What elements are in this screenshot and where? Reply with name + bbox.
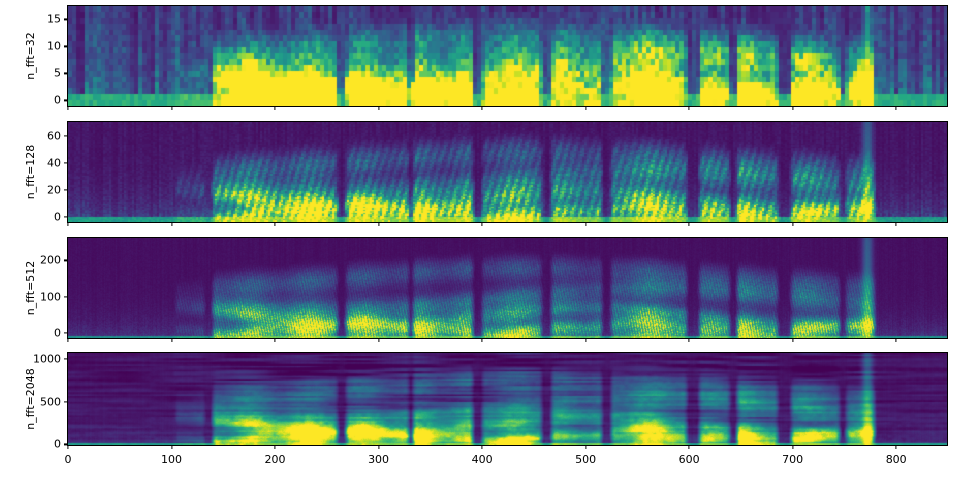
y-axis-label-nfft-128: n_fft=128 — [24, 144, 38, 200]
spectrogram-heatmap-nfft-32 — [68, 6, 947, 106]
x-tick-mark — [170, 338, 173, 342]
x-tick-label: 500 — [575, 453, 597, 466]
x-tick-label: 400 — [471, 453, 493, 466]
x-tick-mark — [688, 106, 690, 110]
y-tick-mark — [64, 161, 68, 164]
y-tick-mark — [64, 443, 68, 446]
y-tick-mark — [64, 188, 68, 191]
y-tick-mark — [64, 134, 68, 137]
x-tick-mark — [67, 106, 69, 110]
x-tick-label: 0 — [64, 453, 72, 466]
y-tick-label: 0 — [54, 437, 61, 451]
x-tick-label: 600 — [678, 453, 700, 466]
x-tick-mark — [792, 338, 794, 342]
y-tick-label: 40 — [47, 156, 61, 170]
y-tick-mark — [64, 72, 68, 75]
y-tick-label: 15 — [47, 12, 61, 26]
x-tick-mark — [67, 445, 69, 449]
y-tick-mark — [64, 99, 68, 102]
spectrogram-heatmap-nfft-512 — [68, 238, 947, 338]
x-tick-mark — [481, 338, 483, 342]
spectrogram-panel-nfft-32: n_fft=32 0 5 10 15 — [25, 5, 948, 110]
x-tick-mark — [585, 106, 587, 110]
y-tick-mark — [64, 332, 68, 334]
spectrogram-panel-nfft-128: n_fft=128 0 20 40 60 — [25, 121, 948, 226]
x-tick-mark — [585, 222, 587, 226]
x-tick-mark — [170, 222, 173, 226]
y-tick-label: 5 — [54, 66, 61, 80]
y-tick-mark — [64, 296, 68, 298]
y-axis-label-nfft-512: n_fft=512 — [24, 260, 38, 316]
x-tick-label: 700 — [782, 453, 804, 466]
x-tick-mark — [170, 445, 173, 449]
y-tick-label: 20 — [47, 183, 61, 197]
x-tick-mark — [481, 106, 483, 110]
y-tick-mark — [64, 400, 68, 403]
y-tick-mark — [64, 18, 68, 21]
x-tick-mark — [274, 222, 276, 226]
x-tick-label: 300 — [368, 453, 390, 466]
x-tick-mark — [377, 106, 380, 110]
x-tick-label: 800 — [885, 453, 907, 466]
x-tick-mark — [792, 106, 794, 110]
x-tick-mark — [481, 445, 483, 449]
y-tick-mark — [64, 259, 68, 262]
x-tick-mark — [585, 445, 587, 449]
x-tick-mark — [792, 222, 794, 226]
x-tick-mark — [895, 222, 897, 226]
x-tick-mark — [67, 338, 69, 342]
y-tick-label: 200 — [40, 253, 61, 267]
y-tick-label: 100 — [40, 290, 61, 304]
y-tick-mark — [64, 45, 68, 48]
x-tick-label: 100 — [161, 453, 183, 466]
x-tick-mark — [792, 445, 794, 449]
x-tick-mark — [377, 445, 380, 449]
x-tick-mark — [67, 222, 69, 226]
y-tick-label: 0 — [54, 93, 61, 107]
x-tick-mark — [274, 445, 276, 449]
y-tick-mark — [64, 357, 68, 360]
y-axis-label-nfft-32: n_fft=32 — [24, 32, 38, 80]
y-tick-label: 0 — [54, 326, 61, 340]
y-tick-label: 1000 — [33, 352, 61, 366]
y-tick-label: 10 — [47, 39, 61, 53]
x-tick-mark — [170, 106, 173, 110]
spectrogram-panel-nfft-512: n_fft=512 0 100 200 — [25, 237, 948, 342]
x-tick-mark — [377, 338, 380, 342]
x-tick-mark — [688, 222, 690, 226]
spectrogram-panel-nfft-2048: n_fft=2048 0 500 1000 0 100 200 300 400 500 600 70… — [25, 352, 948, 466]
spectrogram-heatmap-nfft-2048 — [68, 353, 947, 445]
x-tick-mark — [895, 106, 897, 110]
x-tick-mark — [895, 445, 897, 449]
x-tick-mark — [585, 338, 587, 342]
x-tick-mark — [481, 222, 483, 226]
x-tick-label: 200 — [264, 453, 286, 466]
x-tick-mark — [274, 338, 276, 342]
y-tick-label: 60 — [47, 129, 61, 142]
x-tick-mark — [688, 445, 690, 449]
x-tick-mark — [688, 338, 690, 342]
y-tick-mark — [64, 215, 68, 218]
y-tick-label: 0 — [54, 210, 61, 224]
y-axis-label-nfft-2048: n_fft=2048 — [24, 368, 38, 430]
x-tick-mark — [377, 222, 380, 226]
y-tick-label: 500 — [40, 395, 61, 408]
spectrogram-heatmap-nfft-128 — [68, 122, 947, 222]
x-tick-mark — [895, 338, 897, 342]
x-tick-mark — [274, 106, 276, 110]
